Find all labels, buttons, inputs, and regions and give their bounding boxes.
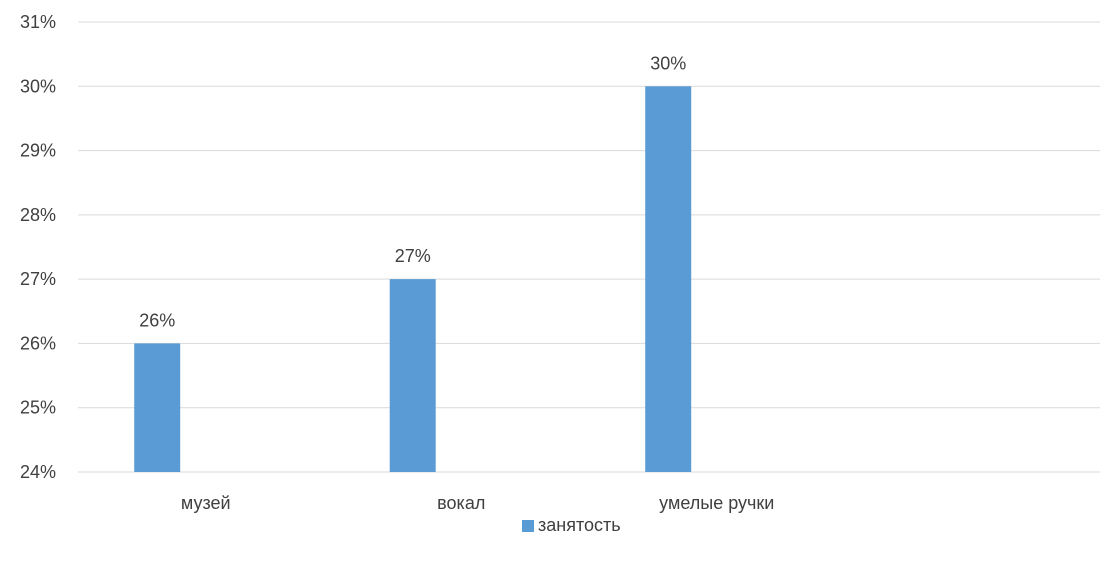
x-category-label: умелые ручки (659, 493, 774, 513)
gridlines (78, 21, 1100, 473)
y-tick-label: 26% (20, 333, 56, 353)
y-axis-tick-labels: 24% 25% 26% 27% 28% 29% 30% 31% (20, 12, 56, 482)
y-tick-label: 27% (20, 269, 56, 289)
y-tick-label: 28% (20, 205, 56, 225)
bar-data-label: 30% (650, 53, 686, 73)
x-category-label: музей (181, 493, 231, 513)
x-category-label: вокал (437, 493, 485, 513)
bar (389, 279, 436, 472)
legend-label-zanyatost: занятость (538, 515, 621, 535)
x-axis-category-labels: музей вокал умелые ручки (181, 493, 774, 513)
y-tick-label: 24% (20, 462, 56, 482)
bars (134, 86, 692, 473)
y-tick-label: 29% (20, 141, 56, 161)
data-labels: 26% 27% 30% (139, 53, 686, 330)
y-tick-label: 25% (20, 398, 56, 418)
bar-data-label: 26% (139, 310, 175, 330)
bar (645, 86, 692, 473)
legend-swatch-zanyatost (522, 520, 534, 532)
y-tick-label: 31% (20, 12, 56, 32)
bar-data-label: 27% (395, 246, 431, 266)
y-tick-label: 30% (20, 76, 56, 96)
legend: занятость (522, 515, 621, 535)
bar (134, 343, 181, 472)
